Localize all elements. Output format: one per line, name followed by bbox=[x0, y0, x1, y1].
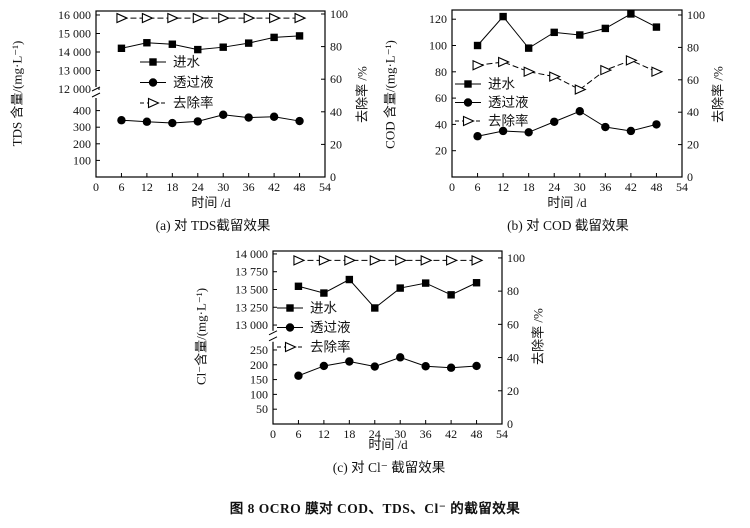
svg-text:48: 48 bbox=[294, 180, 306, 194]
svg-text:去除率: 去除率 bbox=[488, 113, 529, 129]
figure-caption: 图 8 OCRO 膜对 COD、TDS、Cl⁻ 的截留效果 bbox=[229, 501, 521, 516]
svg-text:100: 100 bbox=[429, 39, 447, 53]
svg-text:20: 20 bbox=[687, 138, 699, 152]
chart-b-subcaption: (b) 对 COD 截留效果 bbox=[507, 218, 629, 233]
svg-text:6: 6 bbox=[118, 180, 124, 194]
chart-c-subcaption: (c) 对 Cl⁻ 截留效果 bbox=[332, 460, 446, 475]
svg-text:80: 80 bbox=[507, 284, 519, 298]
svg-text:30: 30 bbox=[394, 427, 406, 441]
chart-a-ylabel-left: TDS 含量/(mg·L⁻¹) bbox=[9, 40, 25, 147]
svg-text:24: 24 bbox=[192, 180, 204, 194]
svg-text:100: 100 bbox=[73, 153, 91, 167]
svg-text:80: 80 bbox=[330, 40, 342, 54]
svg-text:36: 36 bbox=[420, 427, 432, 441]
svg-text:400: 400 bbox=[73, 104, 91, 118]
svg-text:13 000: 13 000 bbox=[235, 318, 268, 332]
svg-text:300: 300 bbox=[73, 120, 91, 134]
svg-text:30: 30 bbox=[217, 180, 229, 194]
svg-text:54: 54 bbox=[676, 180, 688, 194]
svg-text:40: 40 bbox=[435, 117, 447, 131]
chart-b-xlabel: 时间 /d bbox=[547, 195, 587, 210]
svg-text:48: 48 bbox=[650, 180, 662, 194]
chart-b-canvas: 0 6 12 18 24 30 36 42 48 54 20 40 60 80 100 120 0 20 40 60 8… bbox=[429, 8, 705, 194]
svg-text:0: 0 bbox=[687, 170, 693, 184]
svg-text:18: 18 bbox=[166, 180, 178, 194]
svg-text:进水: 进水 bbox=[173, 55, 200, 70]
svg-text:进水: 进水 bbox=[310, 301, 337, 316]
chart-a-ylabel-right: 去除率 /% bbox=[354, 66, 370, 123]
svg-text:0: 0 bbox=[449, 180, 455, 194]
svg-text:14 000: 14 000 bbox=[235, 247, 268, 261]
svg-text:250: 250 bbox=[250, 343, 268, 357]
svg-text:50: 50 bbox=[256, 402, 268, 416]
svg-text:20: 20 bbox=[507, 384, 519, 398]
svg-text:60: 60 bbox=[507, 317, 519, 331]
svg-text:100: 100 bbox=[687, 8, 705, 22]
svg-text:13 750: 13 750 bbox=[235, 265, 268, 279]
svg-text:36: 36 bbox=[599, 180, 611, 194]
chart-a-subcaption: (a) 对 TDS截留效果 bbox=[155, 218, 271, 233]
svg-text:透过液: 透过液 bbox=[310, 320, 351, 335]
svg-text:42: 42 bbox=[625, 180, 637, 194]
svg-text:100: 100 bbox=[507, 251, 525, 265]
svg-text:60: 60 bbox=[435, 91, 447, 105]
svg-text:去除率: 去除率 bbox=[173, 95, 214, 111]
chart-c-ylabel-left: Cl⁻含量/(mg·L⁻¹) bbox=[193, 287, 209, 386]
svg-text:42: 42 bbox=[445, 427, 457, 441]
svg-text:20: 20 bbox=[330, 137, 342, 151]
chart-c-xlabel: 时间 /d bbox=[368, 437, 408, 452]
svg-text:60: 60 bbox=[687, 73, 699, 87]
svg-text:200: 200 bbox=[250, 358, 268, 372]
svg-text:54: 54 bbox=[319, 180, 331, 194]
svg-text:80: 80 bbox=[435, 65, 447, 79]
svg-text:12 000: 12 000 bbox=[58, 82, 91, 96]
svg-text:0: 0 bbox=[507, 417, 513, 431]
svg-text:12: 12 bbox=[141, 180, 153, 194]
svg-text:60: 60 bbox=[330, 72, 342, 86]
svg-text:6: 6 bbox=[475, 180, 481, 194]
svg-text:18: 18 bbox=[523, 180, 535, 194]
svg-text:0: 0 bbox=[93, 180, 99, 194]
svg-text:24: 24 bbox=[369, 427, 381, 441]
chart-b-ylabel-left: COD 含量/(mg·L⁻¹) bbox=[382, 40, 398, 149]
svg-text:13 000: 13 000 bbox=[58, 64, 91, 78]
svg-text:30: 30 bbox=[574, 180, 586, 194]
svg-text:6: 6 bbox=[295, 427, 301, 441]
svg-text:透过液: 透过液 bbox=[173, 75, 214, 90]
chart-a-xlabel: 时间 /d bbox=[191, 195, 231, 210]
svg-text:48: 48 bbox=[471, 427, 483, 441]
svg-text:80: 80 bbox=[687, 40, 699, 54]
svg-text:18: 18 bbox=[343, 427, 355, 441]
svg-text:20: 20 bbox=[435, 144, 447, 158]
chart-b-ylabel-right: 去除率 /% bbox=[710, 66, 726, 123]
svg-text:15 000: 15 000 bbox=[58, 26, 91, 40]
svg-text:进水: 进水 bbox=[488, 77, 516, 92]
svg-text:120: 120 bbox=[429, 12, 447, 26]
svg-text:54: 54 bbox=[496, 427, 508, 441]
svg-text:40: 40 bbox=[507, 351, 519, 365]
svg-text:0: 0 bbox=[270, 427, 276, 441]
svg-text:24: 24 bbox=[548, 180, 560, 194]
svg-text:透过液: 透过液 bbox=[488, 95, 529, 110]
svg-text:13 500: 13 500 bbox=[235, 282, 268, 296]
svg-text:16 000: 16 000 bbox=[58, 8, 91, 22]
svg-text:200: 200 bbox=[73, 137, 91, 151]
svg-text:12: 12 bbox=[318, 427, 330, 441]
svg-text:去除率: 去除率 bbox=[310, 339, 351, 355]
svg-text:36: 36 bbox=[243, 180, 255, 194]
svg-text:100: 100 bbox=[330, 7, 348, 21]
svg-text:42: 42 bbox=[268, 180, 280, 194]
svg-text:40: 40 bbox=[330, 105, 342, 119]
svg-text:14 000: 14 000 bbox=[58, 45, 91, 59]
svg-text:13 250: 13 250 bbox=[235, 300, 268, 314]
svg-text:0: 0 bbox=[330, 170, 336, 184]
svg-text:40: 40 bbox=[687, 105, 699, 119]
svg-text:12: 12 bbox=[497, 180, 509, 194]
chart-c-ylabel-right: 去除率 /% bbox=[530, 308, 546, 365]
svg-text:100: 100 bbox=[250, 387, 268, 401]
svg-text:150: 150 bbox=[250, 373, 268, 387]
